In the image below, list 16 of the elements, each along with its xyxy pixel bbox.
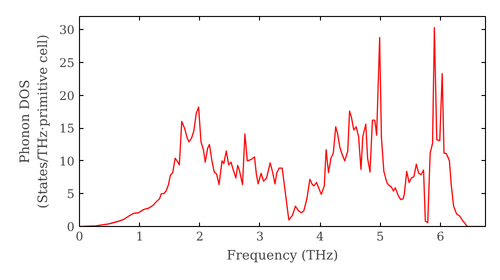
x-tick-label: 0 (76, 230, 84, 244)
x-tick-label: 1 (136, 230, 144, 244)
y-tick-label: 0 (66, 220, 75, 234)
y-tick-label: 15 (59, 122, 75, 136)
y-tick-label: 25 (59, 56, 75, 70)
y-tick-label: 30 (59, 23, 75, 38)
y-axis-title: Phonon DOS (States/THz·primitive cell) (18, 34, 52, 208)
y-tick-label: 10 (59, 154, 75, 168)
x-tick-label: 5 (376, 230, 384, 244)
y-tick-label: 5 (66, 187, 75, 202)
x-tick-label: 6 (436, 230, 444, 244)
x-tick-label: 4 (316, 230, 324, 244)
x-tick-label: 3 (256, 230, 264, 244)
x-axis-title: Frequency (THz) (226, 248, 338, 264)
x-tick-label: 2 (196, 230, 204, 244)
y-tick-label: 20 (59, 88, 75, 103)
